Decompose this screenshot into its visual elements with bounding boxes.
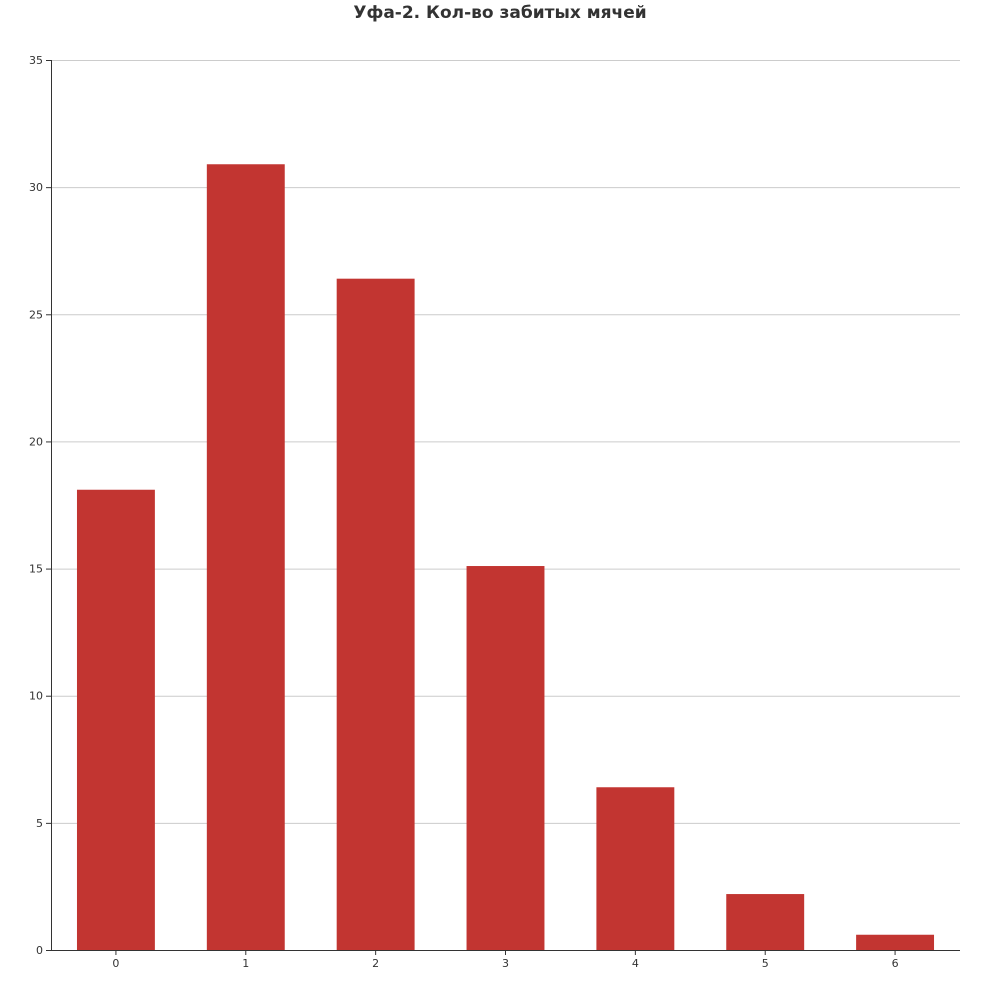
y-tick-label: 15	[29, 563, 43, 576]
bar-3	[466, 566, 545, 950]
y-tick-label: 0	[36, 944, 43, 957]
y-tick-label: 35	[29, 54, 43, 67]
bar-1	[206, 164, 285, 950]
y-tick-label: 30	[29, 181, 43, 194]
chart-title: Уфа-2. Кол-во забитых мячей	[353, 3, 647, 23]
x-tick-label: 6	[892, 957, 899, 970]
bar-0	[76, 489, 155, 950]
bar-4	[596, 787, 675, 950]
x-tick-label: 2	[372, 957, 379, 970]
x-tick-label: 1	[242, 957, 249, 970]
x-tick-label: 4	[632, 957, 639, 970]
x-tick-label: 3	[502, 957, 509, 970]
bar-6	[856, 934, 935, 950]
bar-2	[336, 278, 415, 951]
y-tick-label: 20	[29, 435, 43, 448]
y-tick-label: 5	[36, 817, 43, 830]
y-tick-label: 25	[29, 308, 43, 321]
bar-5	[726, 894, 805, 950]
x-tick-label: 0	[112, 957, 119, 970]
x-tick-label: 5	[762, 957, 769, 970]
y-tick-label: 10	[29, 690, 43, 703]
